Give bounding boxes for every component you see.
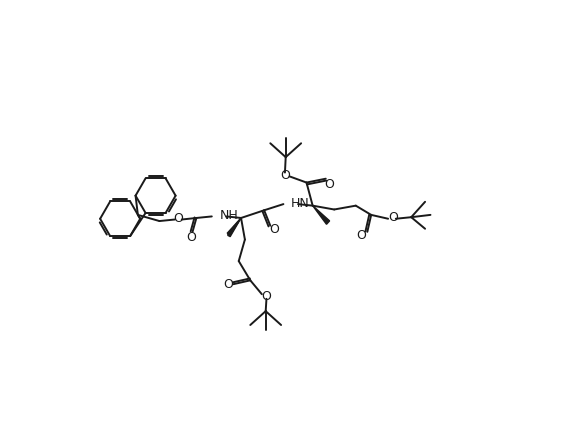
Text: O: O	[261, 290, 272, 303]
Text: O: O	[356, 229, 366, 242]
Text: O: O	[174, 212, 183, 225]
Text: HN: HN	[291, 197, 310, 210]
Text: NH: NH	[219, 209, 238, 222]
Text: O: O	[269, 223, 279, 236]
Text: O: O	[223, 279, 233, 291]
Text: O: O	[186, 232, 196, 245]
Text: O: O	[325, 179, 335, 191]
Text: O: O	[388, 212, 398, 224]
Text: O: O	[280, 169, 290, 182]
Polygon shape	[227, 218, 241, 237]
Polygon shape	[312, 206, 329, 224]
